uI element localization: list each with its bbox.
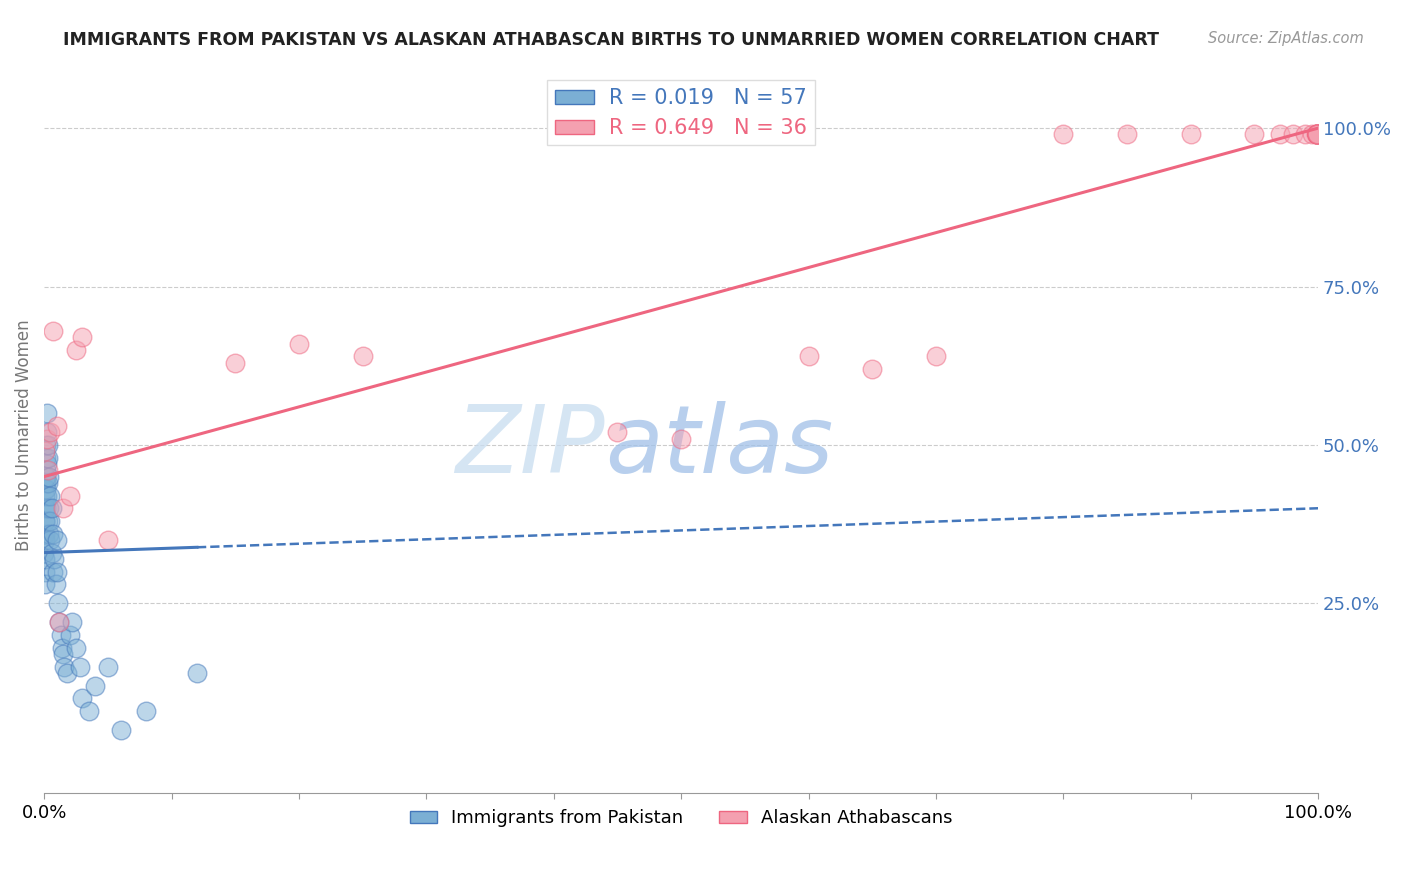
Point [42,526,65,541]
Point [37,438,59,452]
Text: IMMIGRANTS FROM PAKISTAN VS ALASKAN ATHABASCAN BIRTHS TO UNMARRIED WOMEN CORRELA: IMMIGRANTS FROM PAKISTAN VS ALASKAN ATHA… [63,31,1160,49]
Point [1294,128,1316,142]
Point [39,514,62,528]
Point [42,565,65,579]
Point [38,526,60,541]
Point [606,425,628,440]
Point [52,647,75,661]
Point [925,349,948,363]
Point [45,533,67,547]
Point [1306,128,1329,142]
Point [49,628,72,642]
Point [1281,128,1303,142]
Point [60,615,83,630]
Point [45,418,67,433]
Point [1305,128,1327,142]
Point [48,615,70,630]
Point [35,463,58,477]
Point [34,514,56,528]
Point [97,659,120,673]
Point [45,565,67,579]
Point [97,533,120,547]
Point [48,615,70,630]
Point [69,659,91,673]
Legend: Immigrants from Pakistan, Alaskan Athabascans: Immigrants from Pakistan, Alaskan Athaba… [402,802,960,834]
Point [1268,128,1291,142]
Point [65,343,87,357]
Point [35,438,58,452]
Point [34,552,56,566]
Point [56,665,79,680]
Point [44,552,66,566]
Point [39,533,62,547]
Point [35,501,58,516]
Point [34,475,56,490]
Point [46,596,69,610]
Point [1052,128,1074,142]
Point [37,463,59,477]
Point [77,704,100,718]
Point [37,489,59,503]
Point [37,514,59,528]
Point [41,501,63,516]
Point [34,501,56,516]
Point [38,469,60,483]
Point [186,665,208,680]
Point [1306,128,1329,142]
Point [35,425,58,440]
Point [84,679,107,693]
Text: ZIP: ZIP [456,401,605,491]
Point [34,444,56,458]
Point [1306,128,1329,142]
Point [35,457,58,471]
Point [34,577,56,591]
Point [34,565,56,579]
Point [72,330,94,344]
Point [58,489,80,503]
Point [58,628,80,642]
Y-axis label: Births to Unmarried Women: Births to Unmarried Women [15,319,32,551]
Point [860,362,883,376]
Point [35,450,58,465]
Point [35,432,58,446]
Point [1306,128,1329,142]
Point [65,640,87,655]
Point [37,450,59,465]
Point [1306,128,1329,142]
Point [1243,128,1265,142]
Point [34,526,56,541]
Point [1306,128,1329,142]
Point [1180,128,1202,142]
Point [34,489,56,503]
Point [288,336,311,351]
Point [39,425,62,440]
Point [797,349,820,363]
Point [35,406,58,420]
Point [34,533,56,547]
Point [52,501,75,516]
Point [110,723,132,737]
Point [224,355,246,369]
Text: atlas: atlas [605,401,832,491]
Point [38,489,60,503]
Point [72,691,94,706]
Point [35,469,58,483]
Point [38,501,60,516]
Point [34,546,56,560]
Point [1116,128,1139,142]
Point [42,324,65,338]
Point [669,432,692,446]
Point [34,514,56,528]
Point [352,349,374,363]
Text: Source: ZipAtlas.com: Source: ZipAtlas.com [1208,31,1364,46]
Point [35,482,58,496]
Point [53,659,76,673]
Point [45,577,67,591]
Point [51,640,73,655]
Point [135,704,157,718]
Point [1306,128,1329,142]
Point [1301,128,1323,142]
Point [41,546,63,560]
Point [37,475,59,490]
